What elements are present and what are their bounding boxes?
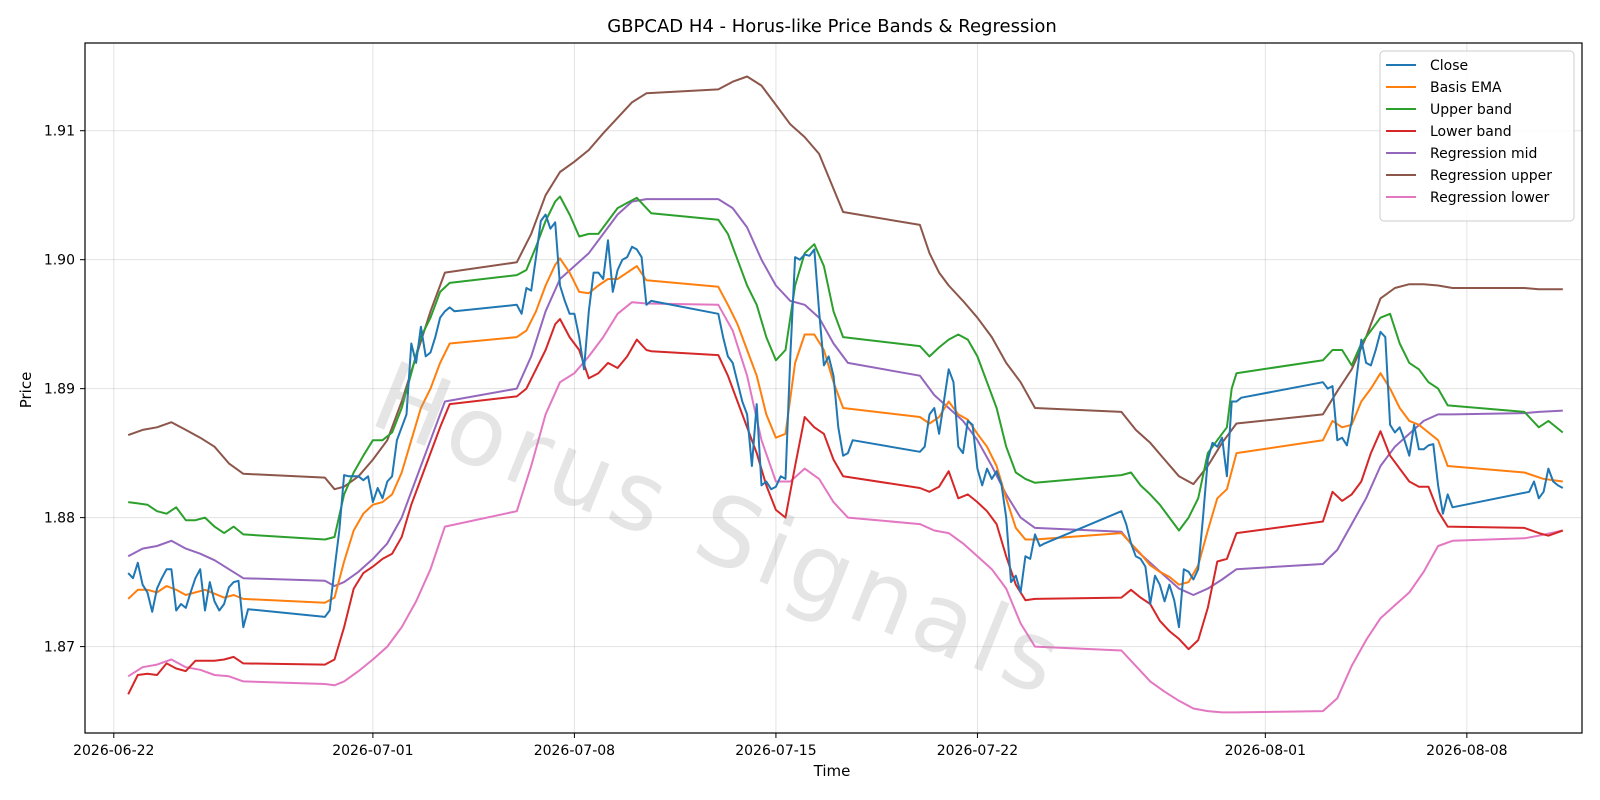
y-axis: 1.87 1.88 1.89 1.90 1.91 — [44, 124, 85, 656]
x-tick: 2026-07-15 — [735, 733, 817, 759]
legend-item: Lower band — [1386, 124, 1512, 140]
y-tick-label: 1.91 — [44, 124, 75, 140]
y-tick-label: 1.90 — [44, 253, 75, 269]
y-tick-label: 1.89 — [44, 382, 75, 398]
legend-label: Close — [1430, 58, 1468, 74]
series-line-close — [127, 213, 1564, 629]
legend-item: Regression upper — [1386, 168, 1552, 184]
x-tick: 2026-07-08 — [534, 733, 615, 759]
legend-label: Upper band — [1430, 102, 1512, 118]
y-axis-label: Price — [17, 372, 35, 409]
legend-item: Regression mid — [1386, 146, 1537, 162]
y-tick: 1.87 — [44, 640, 85, 656]
x-tick-label: 2026-06-22 — [73, 743, 154, 759]
y-tick-label: 1.88 — [44, 511, 75, 527]
legend-item: Close — [1386, 58, 1468, 74]
series-line-regression-upper — [127, 75, 1563, 491]
series-line-regression-mid — [127, 198, 1563, 596]
grid — [85, 43, 1582, 733]
x-tick-label: 2026-07-15 — [735, 743, 816, 759]
legend-label: Basis EMA — [1430, 80, 1502, 96]
series-line-lower-band — [127, 318, 1564, 695]
y-tick: 1.89 — [44, 382, 85, 398]
x-tick: 2026-07-22 — [937, 733, 1018, 759]
x-tick: 2026-06-22 — [73, 733, 154, 759]
legend-label: Regression lower — [1430, 190, 1550, 206]
x-tick-label: 2026-08-08 — [1426, 743, 1507, 759]
legend-label: Regression mid — [1430, 146, 1537, 162]
x-tick: 2026-07-01 — [332, 733, 414, 759]
series-layer — [127, 75, 1564, 714]
y-tick: 1.88 — [44, 511, 85, 527]
legend-label: Regression upper — [1430, 168, 1552, 184]
x-tick-label: 2026-07-01 — [332, 743, 413, 759]
y-tick-label: 1.87 — [44, 640, 75, 656]
legend: Close Basis EMA Upper band Lower band Regres… — [1379, 50, 1575, 222]
x-tick-label: 2026-08-01 — [1225, 743, 1306, 759]
x-tick-label: 2026-07-22 — [937, 743, 1018, 759]
legend-label: Lower band — [1430, 124, 1512, 140]
series-line-upper-band — [128, 195, 1564, 541]
legend-item: Basis EMA — [1386, 80, 1502, 96]
y-tick: 1.91 — [44, 124, 85, 140]
legend-box — [1379, 50, 1575, 222]
legend-item: Regression lower — [1386, 190, 1550, 206]
x-axis-label: Time — [813, 762, 851, 780]
series-line-regression-lower — [127, 301, 1564, 714]
x-tick: 2026-08-01 — [1225, 733, 1306, 759]
plot-frame — [84, 42, 1583, 734]
legend-item: Upper band — [1386, 102, 1512, 118]
y-tick: 1.90 — [44, 253, 85, 269]
x-tick: 2026-08-08 — [1426, 733, 1508, 759]
x-axis: 2026-06-22 2026-07-01 2026-07-08 2026-07-15… — [73, 733, 1508, 759]
chart-title: GBPCAD H4 - Horus-like Price Bands & Reg… — [607, 16, 1057, 37]
series-line-basis-ema — [127, 257, 1563, 604]
x-tick-label: 2026-07-08 — [534, 743, 615, 759]
